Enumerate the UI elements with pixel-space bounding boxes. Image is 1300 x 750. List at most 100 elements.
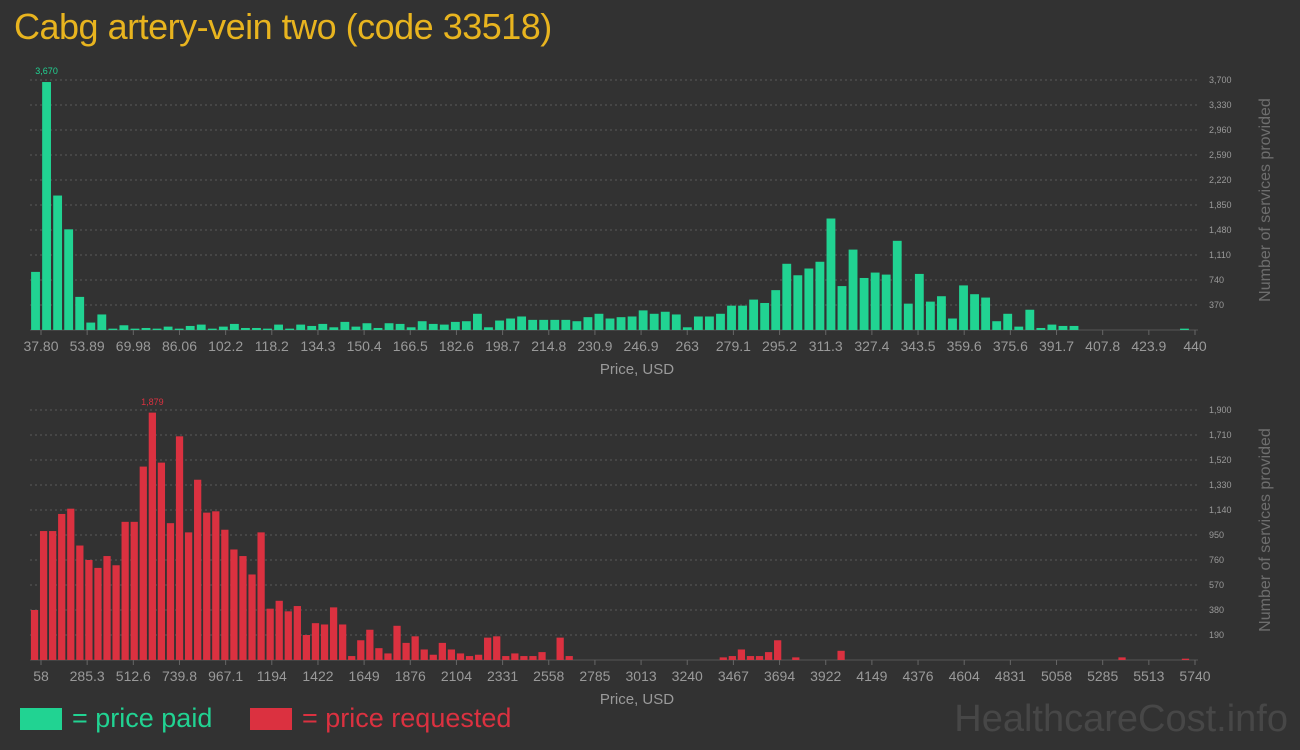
paid-xtick-label: 375.6 [993, 338, 1028, 354]
chart-title: Cabg artery-vein two (code 33518) [14, 6, 552, 47]
paid-ytick-label: 1,480 [1209, 225, 1232, 235]
paid-xtick-label: 86.06 [162, 338, 197, 354]
paid-bar [428, 323, 438, 330]
paid-bar [892, 240, 902, 330]
requested-bar [348, 656, 356, 660]
paid-xtick-label: 407.8 [1085, 338, 1120, 354]
requested-xtick-label: 3467 [718, 668, 749, 684]
paid-bar [31, 271, 40, 330]
requested-xtick-label: 3240 [672, 668, 703, 684]
requested-xtick-label: 2331 [487, 668, 518, 684]
paid-bar [738, 305, 747, 330]
requested-bar [393, 625, 401, 660]
requested-bar [112, 565, 120, 660]
requested-bar [520, 656, 528, 660]
paid-xtick-label: 440 [1183, 338, 1207, 354]
requested-peak-label: 1,879 [141, 397, 164, 407]
requested-xtick-label: 1194 [257, 668, 287, 684]
paid-xtick-label: 198.7 [485, 338, 520, 354]
requested-bar [284, 611, 292, 660]
requested-bar [58, 513, 66, 660]
paid-ytick-label: 1,110 [1209, 250, 1231, 260]
paid-bar [528, 319, 538, 330]
requested-bar [248, 574, 256, 660]
paid-bar [75, 296, 85, 330]
paid-bar [362, 323, 372, 330]
paid-bar [981, 297, 991, 330]
paid-xtick-label: 150.4 [347, 338, 382, 354]
paid-bar [406, 327, 416, 330]
paid-ytick-label: 2,960 [1209, 125, 1232, 135]
requested-xtick-label: 4149 [856, 668, 887, 684]
requested-xtick-label: 1876 [395, 668, 426, 684]
requested-bar [375, 648, 383, 660]
paid-bar [108, 328, 118, 330]
paid-bar [815, 261, 825, 330]
paid-bar [252, 327, 261, 330]
requested-bar [230, 549, 238, 660]
paid-xtick-label: 230.9 [577, 338, 612, 354]
requested-bar [438, 642, 446, 660]
requested-bar [30, 610, 39, 660]
requested-bar [420, 649, 428, 660]
paid-bar [583, 317, 593, 330]
requested-bar [184, 532, 193, 660]
requested-bar [121, 521, 129, 660]
paid-bar [218, 326, 228, 330]
requested-bar [456, 653, 465, 660]
paid-xtick-label: 423.9 [1131, 338, 1166, 354]
requested-bar [1118, 657, 1126, 660]
paid-bar [1069, 325, 1079, 330]
requested-bar [556, 637, 564, 660]
requested-ytick-label: 1,330 [1209, 480, 1232, 490]
requested-bar [728, 656, 736, 660]
paid-bar [241, 327, 250, 330]
requested-xtick-label: 739.8 [162, 668, 197, 684]
requested-bar [257, 532, 265, 660]
requested-bar [103, 556, 111, 660]
paid-bar [174, 328, 184, 330]
requested-bar [329, 607, 338, 660]
requested-bar [565, 656, 573, 660]
paid-bar [229, 323, 239, 330]
paid-bar [185, 325, 195, 330]
paid-bar [285, 328, 295, 330]
requested-bar [511, 653, 519, 660]
paid-bar [1003, 313, 1013, 330]
requested-bar [221, 529, 229, 660]
requested-bar [402, 642, 410, 660]
paid-bar [340, 321, 350, 330]
paid-xtick-label: 279.1 [716, 338, 751, 354]
requested-xaxis-label: Price, USD [600, 691, 674, 708]
paid-bar [793, 275, 803, 330]
paid-xtick-label: 102.2 [208, 338, 243, 354]
requested-bar [764, 652, 773, 660]
paid-yaxis-label: Number of services provided [1257, 98, 1274, 302]
paid-bar [1047, 324, 1057, 330]
requested-xtick-label: 2785 [579, 668, 610, 684]
requested-bar [212, 511, 220, 660]
requested-xtick-label: 5740 [1179, 668, 1210, 684]
paid-bar [506, 318, 515, 330]
paid-bar [671, 314, 681, 330]
requested-bar [239, 556, 247, 660]
paid-xtick-label: 134.3 [300, 338, 335, 354]
paid-bar [771, 290, 781, 330]
paid-bar [881, 274, 891, 330]
paid-xtick-label: 263 [676, 338, 700, 354]
paid-bar [329, 327, 339, 330]
paid-bar [318, 323, 328, 330]
paid-bar [605, 318, 615, 330]
paid-bar [417, 321, 427, 330]
paid-bar [296, 324, 306, 330]
paid-bar [937, 296, 946, 330]
paid-bar [263, 328, 272, 330]
paid-bar [693, 316, 703, 330]
paid-xtick-label: 53.89 [70, 338, 105, 354]
requested-bar [130, 521, 138, 660]
requested-xtick-label: 2104 [441, 668, 472, 684]
paid-bar [539, 319, 549, 330]
requested-ytick-label: 190 [1209, 630, 1224, 640]
paid-bar [53, 195, 63, 330]
requested-yaxis-label: Number of services provided [1257, 428, 1274, 632]
